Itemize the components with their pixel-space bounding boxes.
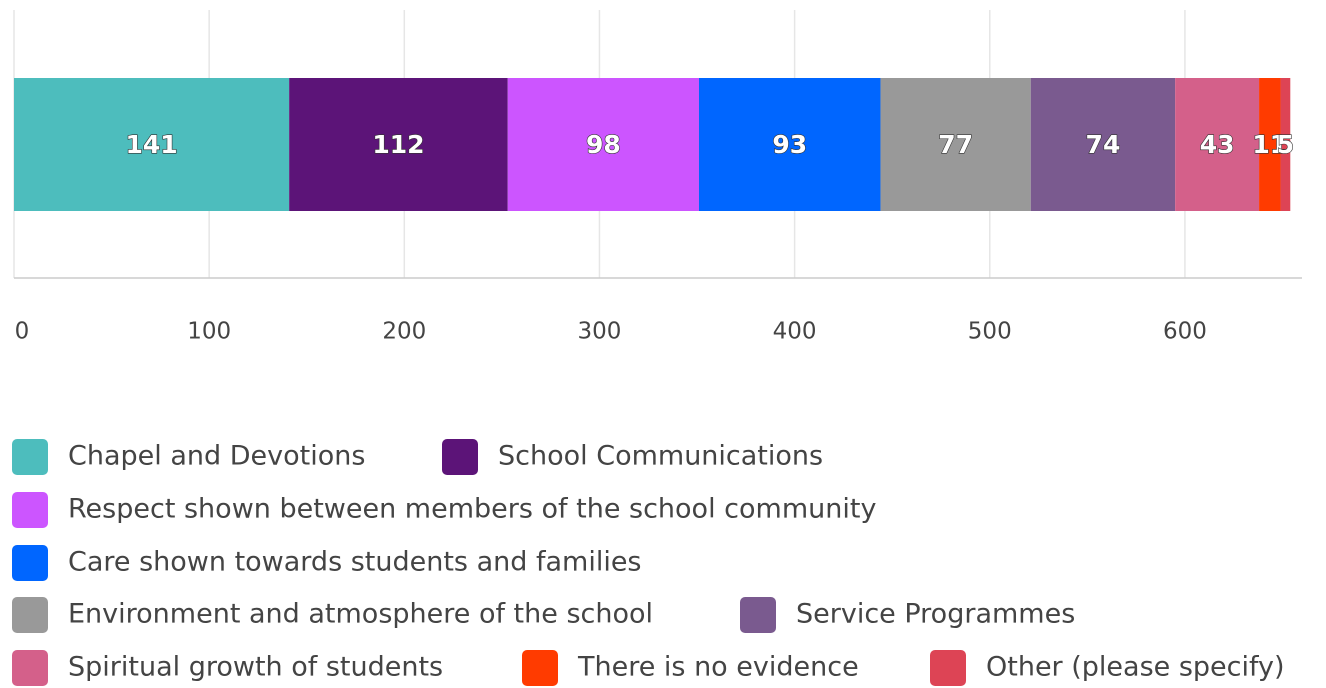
bar-segment	[1280, 78, 1291, 211]
x-tick-label: 500	[968, 319, 1012, 345]
bar-segment	[1030, 78, 1176, 211]
data-label: 11	[1252, 130, 1287, 159]
legend-swatch	[12, 597, 48, 633]
legend-label: Respect shown between members of the sch…	[68, 494, 876, 525]
legend-swatch	[740, 597, 776, 633]
legend-swatch	[442, 439, 478, 475]
bar-segment	[1259, 78, 1281, 211]
bar-segment	[289, 78, 508, 211]
x-tick-label: 600	[1163, 319, 1207, 345]
legend-label: Other (please specify)	[986, 652, 1285, 683]
data-label: 77	[938, 130, 973, 159]
legend-label: Care shown towards students and families	[68, 547, 642, 578]
bar-segment	[698, 78, 881, 211]
bar-segment	[14, 78, 290, 211]
data-label: 43	[1200, 130, 1235, 159]
legend-swatch	[522, 650, 558, 686]
legend-swatch	[12, 439, 48, 475]
bar-segment	[1175, 78, 1260, 211]
x-tick-label: 200	[382, 319, 426, 345]
legend-swatch	[930, 650, 966, 686]
legend-swatch	[12, 545, 48, 581]
bar-segment	[507, 78, 699, 211]
legend-swatch	[12, 650, 48, 686]
data-label: 74	[1086, 130, 1121, 159]
legend-label: School Communications	[498, 441, 823, 472]
legend-label: Environment and atmosphere of the school	[68, 599, 653, 630]
data-label: 141	[125, 130, 177, 159]
legend-swatch	[12, 492, 48, 528]
data-label: 112	[372, 130, 424, 159]
data-label: 93	[772, 130, 807, 159]
x-tick-label: 0	[15, 319, 30, 345]
legend-label: Service Programmes	[796, 599, 1075, 630]
data-label: 5	[1277, 130, 1294, 159]
x-tick-label: 300	[578, 319, 622, 345]
x-tick-label: 400	[773, 319, 817, 345]
data-label: 98	[586, 130, 621, 159]
bar-segment	[880, 78, 1031, 211]
legend-label: There is no evidence	[577, 652, 859, 683]
legend-label: Spiritual growth of students	[68, 652, 443, 683]
legend-label: Chapel and Devotions	[68, 441, 365, 472]
x-tick-label: 100	[187, 319, 231, 345]
